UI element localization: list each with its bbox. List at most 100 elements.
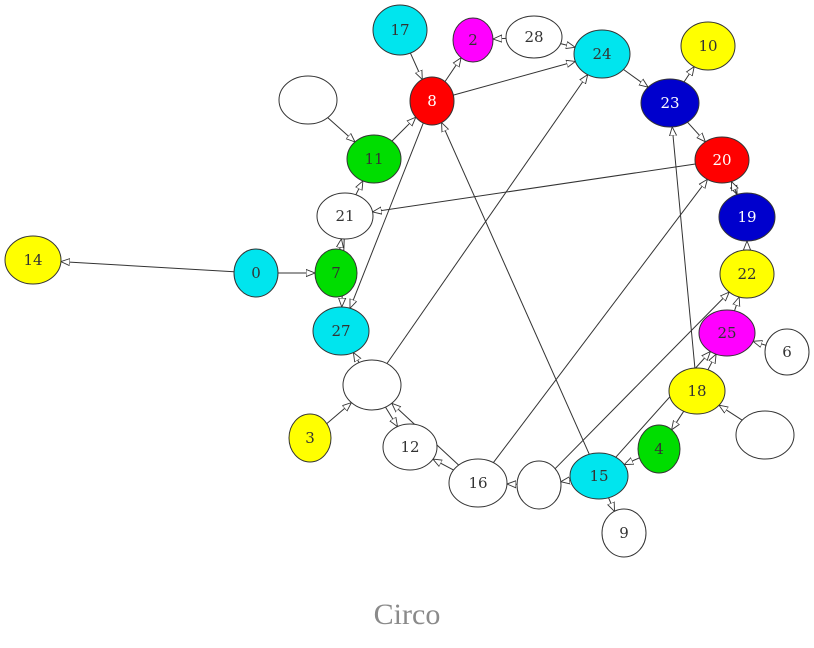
graph-node-18[interactable]: 18 — [668, 367, 726, 415]
node-label: 12 — [400, 438, 419, 456]
node-ellipse — [569, 452, 629, 500]
graph-node-27[interactable]: 27 — [312, 306, 370, 356]
nodes-layer: 17 2 28 24 10 8 23 11 20 21 19 14 0 7 22 27 25 6 18 3 12 4 16 1… — [4, 4, 810, 558]
graph-node-4[interactable]: 4 — [637, 424, 681, 474]
edge-25-to-22 — [735, 297, 740, 311]
node-label: 21 — [335, 207, 354, 225]
node-label: 16 — [468, 474, 487, 492]
node-label: 14 — [23, 251, 42, 269]
graph-caption: Circo — [373, 598, 441, 631]
node-label: 20 — [712, 151, 731, 169]
graph-node-3[interactable]: 3 — [288, 413, 332, 463]
edge-B-to-24 — [386, 75, 588, 364]
graph-node-19[interactable]: 19 — [718, 192, 776, 242]
node-label: 27 — [331, 322, 350, 340]
edge-4-to-15 — [624, 458, 640, 465]
edge-18-to-4 — [672, 411, 685, 430]
edge-15-to-9 — [609, 497, 615, 512]
node-label: 10 — [698, 37, 717, 55]
node-ellipse — [573, 29, 631, 79]
graph-node-16[interactable]: 16 — [448, 458, 508, 508]
node-label: 15 — [589, 467, 608, 485]
graph-node-2[interactable]: 2 — [452, 17, 494, 63]
node-ellipse — [372, 4, 428, 56]
edge-28-to-2 — [493, 38, 507, 39]
edge-15-to-8 — [442, 123, 590, 455]
node-label: 24 — [592, 45, 611, 63]
graph-node-6[interactable]: 6 — [764, 328, 810, 376]
edge-A-to-11 — [327, 117, 355, 142]
node-label: 25 — [717, 324, 736, 342]
node-label: 7 — [331, 264, 341, 282]
node-ellipse — [764, 328, 810, 376]
graph-node-7[interactable]: 7 — [314, 248, 358, 298]
edge-7-to-21 — [340, 239, 342, 250]
node-ellipse — [409, 76, 455, 126]
graph-node-15[interactable]: 15 — [569, 452, 629, 500]
graph-node-25[interactable]: 25 — [698, 309, 756, 357]
node-label: 19 — [737, 208, 756, 226]
edge-15-to-D — [561, 480, 571, 481]
node-label: 9 — [619, 524, 629, 542]
graph-node-12[interactable]: 12 — [382, 423, 438, 471]
graph-node-0[interactable]: 0 — [233, 248, 279, 298]
edge-B-to-27 — [353, 353, 359, 363]
node-ellipse — [698, 309, 756, 357]
node-label: 4 — [654, 440, 664, 458]
graph-node-24[interactable]: 24 — [573, 29, 631, 79]
edge-C-to-18 — [719, 405, 743, 421]
graph-node-10[interactable]: 10 — [680, 21, 736, 71]
graph-node-unlabeled[interactable] — [735, 410, 795, 460]
node-ellipse — [382, 423, 438, 471]
node-ellipse — [718, 192, 776, 242]
node-ellipse — [719, 249, 775, 299]
node-ellipse — [233, 248, 279, 298]
edge-23-to-20 — [687, 121, 706, 142]
edge-18-to-25 — [707, 354, 716, 371]
graph-node-11[interactable]: 11 — [346, 134, 402, 184]
edge-16-to-20 — [493, 179, 707, 463]
graph-node-unlabeled[interactable] — [278, 75, 338, 125]
edge-3-to-B — [326, 403, 352, 424]
edge-8-to-24 — [453, 61, 575, 96]
node-label: 22 — [737, 265, 756, 283]
node-ellipse — [640, 78, 700, 128]
node-label: 0 — [251, 264, 261, 282]
node-ellipse — [312, 306, 370, 356]
node-ellipse — [668, 367, 726, 415]
graph-node-unlabeled[interactable] — [342, 359, 402, 411]
edge-B-to-12 — [385, 406, 398, 427]
node-ellipse — [278, 75, 338, 125]
graph-node-28[interactable]: 28 — [505, 15, 563, 59]
graph-node-8[interactable]: 8 — [409, 76, 455, 126]
edge-23-to-10 — [683, 67, 694, 83]
edge-21-to-11 — [356, 181, 363, 196]
node-label: 11 — [364, 150, 383, 168]
node-ellipse — [342, 359, 402, 411]
edge-24-to-23 — [623, 68, 648, 87]
edge-D-to-22 — [554, 292, 729, 470]
graph-node-14[interactable]: 14 — [4, 235, 62, 285]
node-label: 6 — [782, 343, 792, 361]
edge-8-to-27 — [350, 122, 424, 308]
graph-node-21[interactable]: 21 — [316, 192, 374, 240]
edge-11-to-8 — [391, 117, 416, 142]
edge-0-to-14 — [61, 262, 235, 273]
node-ellipse — [288, 413, 332, 463]
node-label: 18 — [687, 382, 706, 400]
node-ellipse — [735, 410, 795, 460]
edge-8-to-2 — [444, 58, 461, 82]
graph-node-unlabeled[interactable] — [516, 460, 562, 510]
node-label: 8 — [427, 92, 437, 110]
node-ellipse — [316, 192, 374, 240]
graph-node-23[interactable]: 23 — [640, 78, 700, 128]
graph-node-22[interactable]: 22 — [719, 249, 775, 299]
node-ellipse — [314, 248, 358, 298]
graph-node-17[interactable]: 17 — [372, 4, 428, 56]
graph-node-20[interactable]: 20 — [694, 136, 750, 184]
edge-16-to-12 — [433, 459, 454, 471]
node-ellipse — [694, 136, 750, 184]
edge-20-to-21 — [373, 163, 696, 212]
graph-node-9[interactable]: 9 — [601, 508, 647, 558]
